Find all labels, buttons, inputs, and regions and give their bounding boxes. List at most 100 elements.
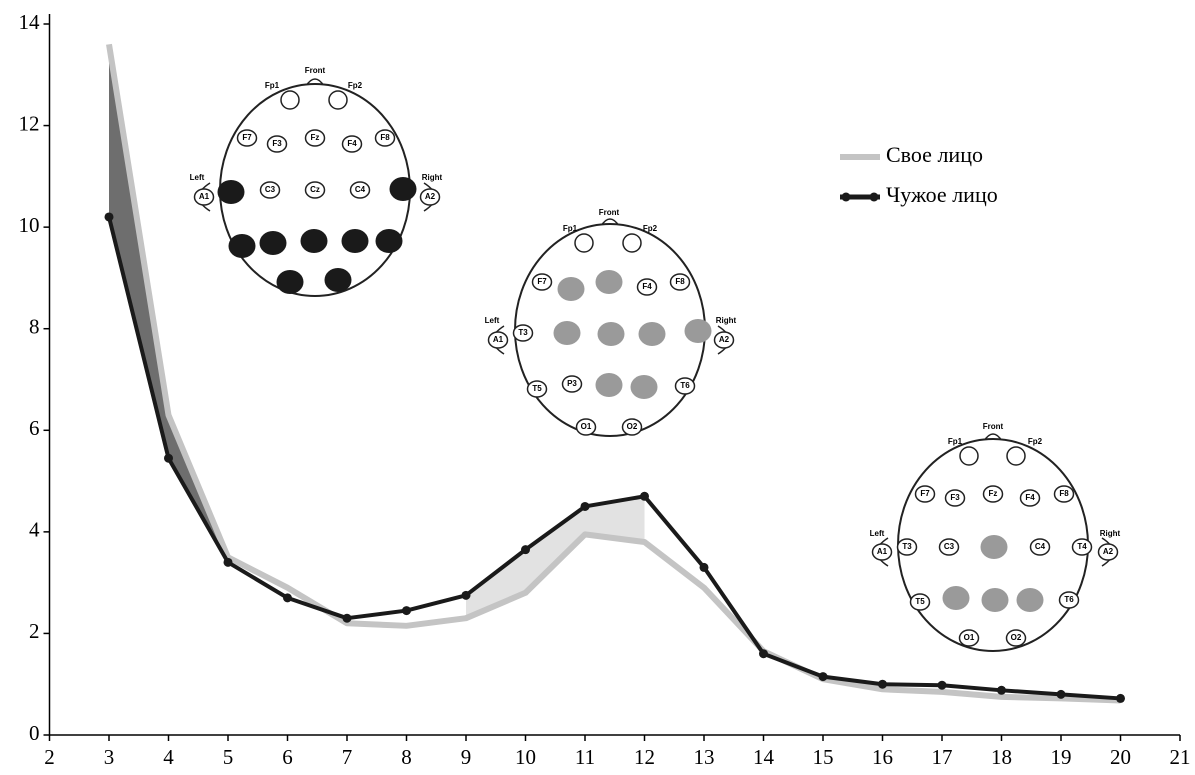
electrode-label: A2 [1103,547,1114,556]
active-electrode [639,322,666,346]
y-tick-label: 8 [29,315,40,339]
y-tick-label: 14 [19,10,41,34]
electrode-label: C4 [1035,542,1046,551]
x-tick-label: 17 [932,745,953,769]
active-electrode [554,321,581,345]
electrode-label: F8 [675,277,685,286]
electrode [575,234,593,252]
active-electrode [596,373,623,397]
active-electrode [277,270,304,294]
active-electrode [376,229,403,253]
electrode-label: Right [1100,529,1121,538]
electrode-label: F4 [642,282,652,291]
y-tick-label: 0 [29,721,40,745]
electrode-label: F8 [380,133,390,142]
y-tick-label: 4 [29,518,40,542]
x-tick-label: 20 [1110,745,1131,769]
active-electrode [390,177,417,201]
active-electrode [260,231,287,255]
x-tick-label: 8 [401,745,412,769]
x-tick-label: 6 [282,745,293,769]
marker [640,492,649,501]
electrode-label: C3 [944,542,955,551]
electrode-label: Left [485,316,500,325]
electrode-label: Fp2 [643,224,658,233]
electrode-label: Fp2 [1028,437,1043,446]
marker [878,680,887,689]
electrode-label: F7 [242,133,252,142]
y-tick-label: 6 [29,416,40,440]
active-electrode [631,375,658,399]
marker [938,681,947,690]
active-electrode [558,277,585,301]
marker [521,545,530,554]
legend-marker [842,193,851,202]
electrode-label: Right [716,316,737,325]
electrode-label: Cz [310,185,320,194]
electrode-label: F8 [1059,489,1069,498]
electrode-label: A1 [493,335,504,344]
difference-area [109,44,228,562]
x-tick-label: 15 [813,745,834,769]
electrode-label: C4 [355,185,366,194]
marker [1057,690,1066,699]
electrode-label: F7 [920,489,930,498]
electrode [281,91,299,109]
active-electrode [229,234,256,258]
x-tick-label: 4 [163,745,174,769]
electrode-label: Fp2 [348,81,363,90]
y-tick-label: 12 [19,111,40,135]
marker [283,593,292,602]
head-map: FrontFp1Fp2F7F3FzF4F8LeftA1T3C3C4T4Right… [870,422,1121,651]
active-electrode [982,588,1009,612]
chart: 0246810121423456789101112131415161718192… [0,0,1195,775]
electrode-label: Front [305,66,326,75]
x-tick-label: 10 [515,745,536,769]
marker [1116,694,1125,703]
electrode-label: Left [870,529,885,538]
marker [997,686,1006,695]
electrode-label: A2 [719,335,730,344]
electrode-label: Fz [311,133,320,142]
electrode-label: F4 [347,139,357,148]
marker [581,502,590,511]
electrode-label: Fp1 [948,437,963,446]
active-electrode [325,268,352,292]
electrode [1007,447,1025,465]
electrode [329,91,347,109]
electrode-label: F3 [272,139,282,148]
marker [759,649,768,658]
marker [700,563,709,572]
x-tick-label: 21 [1170,745,1191,769]
electrode-label: A1 [199,192,210,201]
x-tick-label: 14 [753,745,775,769]
x-tick-label: 2 [44,745,55,769]
electrode-label: Fz [989,489,998,498]
x-tick-label: 12 [634,745,655,769]
electrode-label: F4 [1025,493,1035,502]
legend-marker [870,193,879,202]
difference-area [466,496,645,618]
electrode-label: O1 [581,422,592,431]
active-electrode [598,322,625,346]
electrode [960,447,978,465]
electrode-label: Fp1 [265,81,280,90]
active-electrode [1017,588,1044,612]
active-electrode [218,180,245,204]
electrode-label: T6 [1064,595,1074,604]
marker [224,558,233,567]
electrode-label: O2 [627,422,638,431]
electrode-label: O2 [1011,633,1022,642]
x-tick-label: 7 [342,745,353,769]
electrode-label: Fp1 [563,224,578,233]
active-electrode [342,229,369,253]
electrode-label: F3 [950,493,960,502]
electrode-label: O1 [964,633,975,642]
electrode-label: P3 [567,379,577,388]
legend-label: Чужое лицо [886,182,998,207]
electrode-label: T6 [680,381,690,390]
electrode-label: T3 [902,542,912,551]
x-tick-label: 3 [104,745,115,769]
y-tick-label: 10 [19,213,40,237]
